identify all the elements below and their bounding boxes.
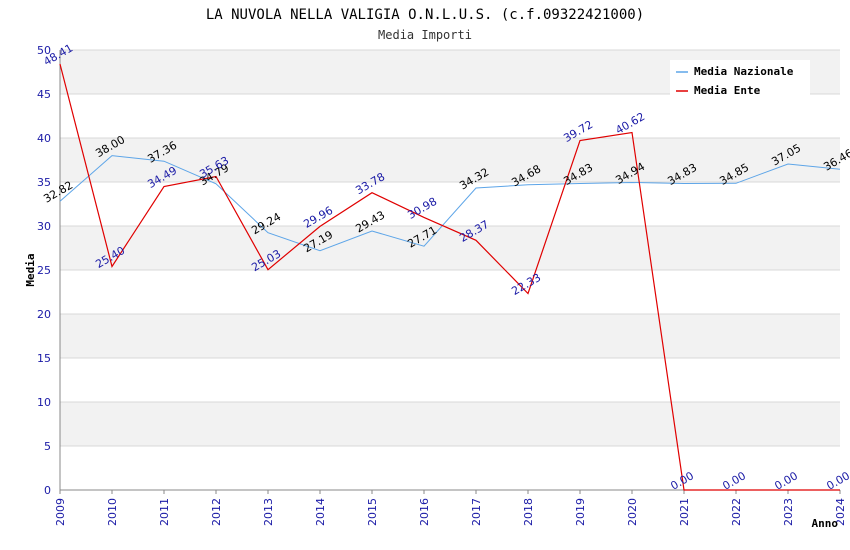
- x-tick-label: 2016: [418, 498, 431, 526]
- y-tick-label: 45: [37, 88, 51, 101]
- legend-label-media-ente: Media Ente: [694, 84, 761, 97]
- x-tick-label: 2022: [730, 498, 743, 526]
- data-label: 30.98: [405, 195, 439, 222]
- y-tick-labels: 0 5 10 15 20 25 30 35 40 45 50: [37, 44, 51, 497]
- y-tick-label: 5: [44, 440, 51, 453]
- series-line: [59, 63, 840, 491]
- data-label: 0.00: [668, 469, 696, 493]
- plot-band: [60, 314, 840, 358]
- y-axis-label: Media: [24, 253, 37, 286]
- plot-band: [60, 226, 840, 270]
- x-tick-label: 2012: [210, 498, 223, 526]
- data-label: 22.33: [509, 271, 543, 298]
- y-tick-label: 35: [37, 176, 51, 189]
- x-tick-label: 2021: [678, 498, 691, 526]
- x-tick-label: 2019: [574, 498, 587, 526]
- series-lines: [59, 63, 841, 491]
- y-tick-label: 10: [37, 396, 51, 409]
- data-label: 0.00: [772, 469, 800, 493]
- x-tick-label: 2018: [522, 498, 535, 526]
- chart-title: LA NUVOLA NELLA VALIGIA O.N.L.U.S. (c.f.…: [206, 7, 644, 23]
- y-tick-label: 40: [37, 132, 51, 145]
- x-axis-label: Anno: [812, 517, 839, 530]
- x-tick-label: 2017: [470, 498, 483, 526]
- legend-label-media-nazionale: Media Nazionale: [694, 65, 794, 78]
- series-line: [59, 155, 841, 252]
- y-tick-label: 20: [37, 308, 51, 321]
- x-tick-label: 2009: [54, 498, 67, 526]
- y-tick-label: 0: [44, 484, 51, 497]
- plot-band: [60, 138, 840, 182]
- x-tick-label: 2011: [158, 498, 171, 526]
- y-tick-label: 50: [37, 44, 51, 57]
- legend-box: [670, 60, 810, 100]
- y-tick-label: 30: [37, 220, 51, 233]
- x-tick-label: 2024: [834, 498, 847, 526]
- x-tick-label: 2013: [262, 498, 275, 526]
- plot-band: [60, 402, 840, 446]
- x-tick-label: 2023: [782, 498, 795, 526]
- x-tick-label: 2014: [314, 498, 327, 526]
- y-tick-label: 25: [37, 264, 51, 277]
- x-tick-labels: 2009 2010 2011 2012 2013 2014 2015 2016 2017 2018…: [54, 490, 847, 526]
- legend: Media Nazionale Media Ente: [670, 60, 810, 100]
- x-tick-label: 2015: [366, 498, 379, 526]
- data-label: 0.00: [720, 469, 748, 493]
- x-tick-label: 2020: [626, 498, 639, 526]
- data-label: 0.00: [824, 469, 850, 493]
- chart-subtitle: Media Importi: [378, 28, 472, 42]
- plot-bands: [60, 50, 840, 446]
- x-tick-label: 2010: [106, 498, 119, 526]
- y-tick-label: 15: [37, 352, 51, 365]
